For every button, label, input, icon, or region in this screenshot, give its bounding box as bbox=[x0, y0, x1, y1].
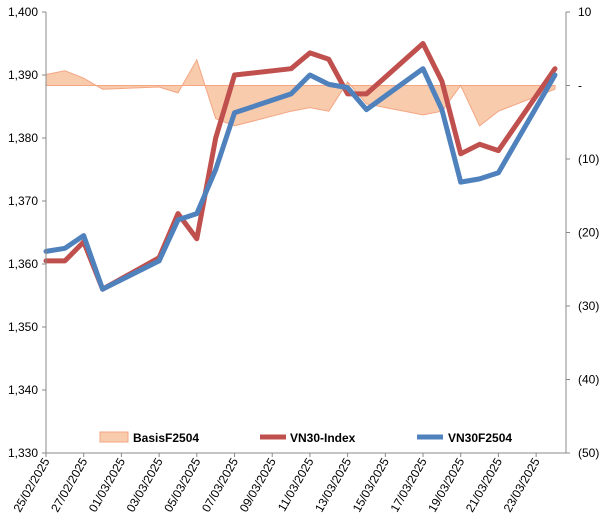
left-tick-label: 1,370 bbox=[8, 194, 38, 208]
x-tick-label: 25/02/2025 bbox=[10, 455, 52, 514]
left-tick-label: 1,330 bbox=[8, 446, 38, 460]
right-tick-label: (30) bbox=[578, 299, 599, 313]
x-tick-label: 19/03/2025 bbox=[425, 455, 467, 514]
legend-swatch-basisf2504 bbox=[99, 431, 129, 443]
left-tick-label: 1,390 bbox=[8, 68, 38, 82]
right-tick-label: (40) bbox=[578, 373, 599, 387]
x-tick-label: 05/03/2025 bbox=[161, 455, 203, 514]
left-tick-label: 1,380 bbox=[8, 131, 38, 145]
right-tick-label: (50) bbox=[578, 446, 599, 460]
x-tick-label: 11/03/2025 bbox=[275, 455, 317, 514]
x-tick-label: 23/03/2025 bbox=[501, 455, 543, 514]
x-tick-label: 07/03/2025 bbox=[199, 455, 241, 514]
basis-area-layer bbox=[45, 58, 556, 127]
x-tick-label: 09/03/2025 bbox=[237, 455, 279, 514]
right-tick-label: (20) bbox=[578, 226, 599, 240]
x-tick-label: 03/03/2025 bbox=[124, 455, 166, 514]
legend-label-vn30f2504: VN30F2504 bbox=[448, 431, 512, 445]
x-tick-label: 27/02/2025 bbox=[48, 455, 90, 514]
right-tick-label: - bbox=[578, 79, 582, 93]
x-tick-label: 01/03/2025 bbox=[86, 455, 128, 514]
left-tick-label: 1,350 bbox=[8, 320, 38, 334]
series-lines-layer bbox=[43, 41, 558, 292]
series-line-vn30f2504 bbox=[43, 66, 558, 292]
right-tick-label: 10 bbox=[578, 5, 592, 19]
basis-area bbox=[45, 58, 556, 127]
series-line-vn30-index bbox=[43, 41, 558, 292]
legend-label-vn30-index: VN30-Index bbox=[290, 431, 356, 445]
x-tick-label: 15/03/2025 bbox=[350, 455, 392, 514]
left-tick-label: 1,340 bbox=[8, 383, 38, 397]
x-tick-label: 21/03/2025 bbox=[463, 455, 505, 514]
left-tick-label: 1,400 bbox=[8, 5, 38, 19]
x-tick-label: 13/03/2025 bbox=[312, 455, 354, 514]
left-tick-label: 1,360 bbox=[8, 257, 38, 271]
x-tick-label: 17/03/2025 bbox=[387, 455, 429, 514]
legend-label-basisf2504: BasisF2504 bbox=[133, 431, 199, 445]
legend: BasisF2504 VN30-Index VN30F2504 bbox=[99, 431, 512, 445]
right-tick-label: (10) bbox=[578, 152, 599, 166]
